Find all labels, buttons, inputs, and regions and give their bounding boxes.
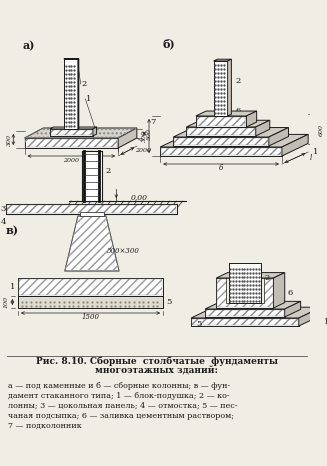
Bar bbox=[196, 116, 246, 127]
Polygon shape bbox=[273, 273, 285, 308]
Polygon shape bbox=[160, 134, 308, 147]
Polygon shape bbox=[256, 120, 270, 136]
Text: а): а) bbox=[23, 40, 35, 51]
Bar bbox=[216, 278, 273, 308]
Bar bbox=[192, 319, 298, 325]
Text: в): в) bbox=[6, 225, 19, 236]
Polygon shape bbox=[191, 307, 321, 318]
Bar bbox=[174, 138, 268, 145]
Bar bbox=[191, 318, 299, 326]
Polygon shape bbox=[118, 128, 137, 148]
Text: б: б bbox=[219, 164, 223, 172]
Bar bbox=[187, 128, 255, 135]
Text: б): б) bbox=[162, 38, 175, 49]
Polygon shape bbox=[299, 307, 321, 326]
Text: 100: 100 bbox=[4, 296, 9, 308]
Bar bbox=[6, 204, 177, 214]
Polygon shape bbox=[50, 127, 96, 129]
Text: 2000: 2000 bbox=[63, 158, 79, 163]
Text: 7 — подколонник: 7 — подколонник bbox=[8, 422, 81, 430]
Polygon shape bbox=[269, 128, 288, 146]
Text: 2: 2 bbox=[235, 77, 240, 85]
Polygon shape bbox=[282, 134, 308, 156]
Text: 2: 2 bbox=[82, 80, 87, 88]
Polygon shape bbox=[205, 302, 301, 309]
Text: лонны; 3 — цокольная панель; 4 — отмостка; 5 — пес-: лонны; 3 — цокольная панель; 4 — отмостк… bbox=[8, 402, 237, 410]
Bar bbox=[214, 61, 228, 116]
Bar bbox=[18, 296, 163, 308]
Bar bbox=[205, 309, 285, 317]
Text: 0,00: 0,00 bbox=[130, 193, 147, 201]
Polygon shape bbox=[25, 128, 137, 138]
Text: дамент стаканного типа; 1 — блок-подушка; 2 — ко-: дамент стаканного типа; 1 — блок-подушка… bbox=[8, 392, 229, 400]
Text: 1: 1 bbox=[313, 148, 318, 156]
Bar bbox=[226, 278, 264, 303]
Text: Рис. 8.10. Сборные  столбчатые  фундаменты: Рис. 8.10. Сборные столбчатые фундаменты bbox=[36, 356, 278, 366]
Text: 2: 2 bbox=[264, 274, 269, 282]
Bar bbox=[25, 138, 118, 148]
Bar bbox=[19, 279, 162, 295]
Bar bbox=[80, 212, 104, 216]
Text: 6: 6 bbox=[235, 107, 240, 115]
Bar bbox=[229, 263, 261, 303]
Bar bbox=[50, 129, 93, 136]
Bar bbox=[161, 148, 281, 155]
Text: 3: 3 bbox=[0, 205, 6, 213]
Polygon shape bbox=[78, 59, 79, 129]
Text: 2000: 2000 bbox=[135, 149, 151, 153]
Bar bbox=[64, 59, 78, 129]
Bar bbox=[160, 147, 282, 156]
Bar bbox=[7, 205, 176, 213]
Text: 1: 1 bbox=[86, 95, 92, 103]
Text: 500: 500 bbox=[147, 128, 152, 140]
Text: 6: 6 bbox=[287, 289, 293, 297]
Text: 4: 4 bbox=[0, 218, 6, 226]
Bar bbox=[26, 139, 117, 147]
Text: 1500: 1500 bbox=[81, 313, 99, 321]
Polygon shape bbox=[285, 302, 301, 317]
Bar bbox=[217, 279, 273, 307]
Polygon shape bbox=[93, 127, 96, 136]
Text: 2: 2 bbox=[106, 167, 111, 175]
Polygon shape bbox=[214, 59, 232, 61]
Polygon shape bbox=[173, 128, 288, 137]
Text: l: l bbox=[310, 154, 312, 162]
Bar bbox=[186, 127, 256, 136]
Polygon shape bbox=[65, 216, 119, 271]
Polygon shape bbox=[246, 111, 257, 127]
Bar bbox=[197, 117, 246, 126]
Text: а — под каменные и б — сборные колонны; в — фун-: а — под каменные и б — сборные колонны; … bbox=[8, 382, 230, 390]
Text: многоэтажных зданий:: многоэтажных зданий: bbox=[95, 366, 218, 376]
Bar bbox=[51, 130, 92, 135]
Bar bbox=[206, 310, 284, 316]
Bar bbox=[173, 137, 269, 146]
Text: 5: 5 bbox=[196, 320, 201, 328]
Text: 300×300: 300×300 bbox=[107, 247, 140, 255]
Polygon shape bbox=[216, 273, 285, 278]
Text: чаная подсыпка; 6 — заливка цементным раствором;: чаная подсыпка; 6 — заливка цементным ра… bbox=[8, 412, 234, 420]
Polygon shape bbox=[228, 59, 232, 116]
Text: 300: 300 bbox=[142, 130, 147, 142]
Text: 600: 600 bbox=[318, 124, 323, 136]
Bar bbox=[82, 151, 102, 201]
Text: 7: 7 bbox=[150, 118, 156, 126]
Polygon shape bbox=[186, 120, 270, 127]
Text: 5: 5 bbox=[166, 298, 171, 306]
Polygon shape bbox=[196, 111, 257, 116]
Text: 300: 300 bbox=[7, 134, 11, 146]
Text: 1: 1 bbox=[324, 318, 327, 326]
Text: 1: 1 bbox=[10, 283, 15, 291]
Bar bbox=[18, 278, 163, 296]
